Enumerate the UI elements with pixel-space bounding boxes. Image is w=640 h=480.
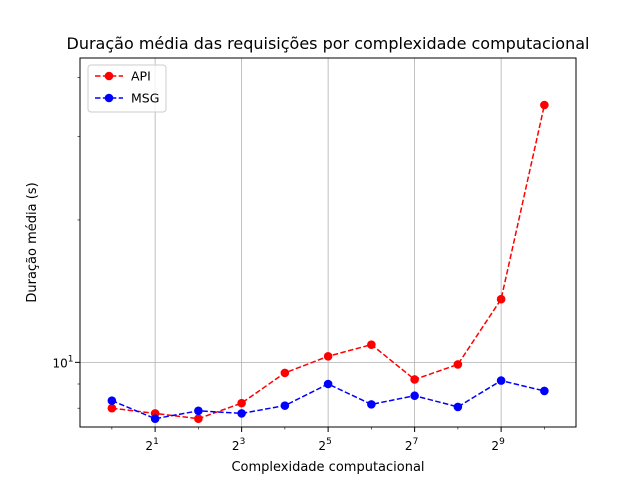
data-point — [453, 360, 463, 369]
data-point — [323, 351, 333, 361]
legend-marker — [104, 71, 114, 81]
series-msg — [107, 376, 549, 424]
grid — [80, 58, 576, 427]
series-api — [107, 100, 549, 424]
data-point — [150, 414, 160, 424]
data-point — [496, 376, 506, 385]
legend-label: MSG — [131, 91, 159, 106]
x-tick-label: 25 — [318, 437, 331, 453]
data-point — [237, 409, 246, 418]
x-axis-label: Complexidade computacional — [231, 460, 424, 475]
data-point — [280, 368, 290, 378]
legend: API MSG — [87, 64, 167, 113]
chart-title: Duração média das requisições por comple… — [67, 34, 590, 53]
ticks: 21 23 25 27 29 101 — [52, 77, 545, 453]
data-point — [410, 391, 419, 401]
legend-item-msg: MSG — [95, 91, 159, 106]
data-point — [280, 401, 290, 410]
legend-item-api: API — [95, 69, 151, 84]
data-point — [323, 379, 333, 389]
x-tick-label: 29 — [491, 437, 505, 453]
data-point — [194, 406, 203, 416]
x-tick-label: 27 — [405, 437, 418, 453]
data-point — [194, 414, 203, 424]
y-tick-label: 101 — [52, 354, 73, 370]
data-point — [367, 400, 376, 409]
legend-label: API — [131, 69, 151, 84]
data-point — [107, 396, 117, 405]
y-axis-label: Duração média (s) — [25, 182, 40, 302]
data-point — [367, 340, 376, 349]
data-point — [107, 403, 117, 413]
data-point — [237, 398, 246, 408]
data-point — [540, 100, 549, 110]
x-tick-label: 23 — [232, 437, 245, 453]
data-point — [453, 402, 463, 412]
series-layer — [107, 100, 549, 424]
data-point — [496, 294, 506, 304]
x-tick-label: 21 — [145, 437, 158, 453]
data-point — [410, 375, 419, 384]
legend-marker — [104, 93, 114, 103]
data-point — [540, 386, 549, 396]
